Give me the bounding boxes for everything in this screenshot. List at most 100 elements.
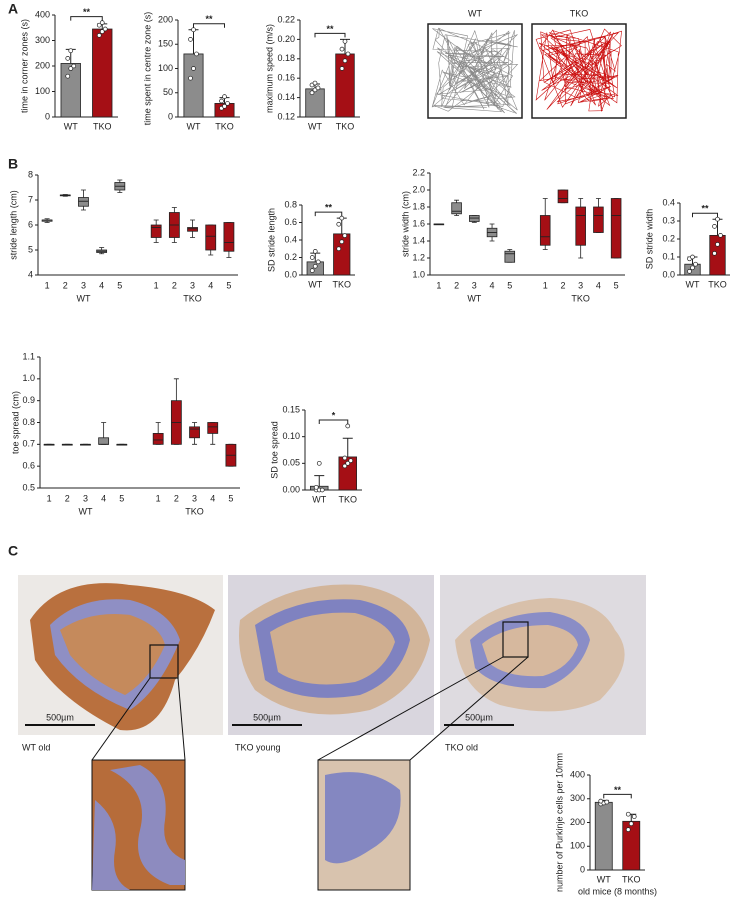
x-tick-label: TKO xyxy=(338,494,357,504)
y-tick-label: 300 xyxy=(35,35,50,45)
y-tick-label: 7 xyxy=(28,194,33,204)
zoom-line xyxy=(177,677,186,761)
data-point xyxy=(339,46,345,52)
bar xyxy=(335,53,355,118)
y-tick-label: 0.18 xyxy=(277,53,295,63)
y-axis-label: toe spread (cm) xyxy=(10,391,20,454)
group-label: WT xyxy=(76,293,90,303)
y-tick-label: 0.2 xyxy=(284,252,297,262)
scale-bar-label: 500µm xyxy=(46,712,74,722)
track xyxy=(431,27,519,114)
data-point xyxy=(715,216,720,222)
data-point xyxy=(222,103,227,109)
y-tick-label: 100 xyxy=(570,841,585,851)
data-point xyxy=(339,239,345,245)
y-tick-label: 2.0 xyxy=(412,184,425,194)
data-point xyxy=(712,251,717,256)
tracking-label: TKO xyxy=(570,8,589,18)
significance-bracket xyxy=(314,211,343,217)
data-point xyxy=(631,814,637,819)
panel-label: B xyxy=(8,156,18,172)
y-tick-label: 0.0 xyxy=(284,269,297,279)
data-point xyxy=(715,242,720,247)
y-axis-label: time in corner zones (s) xyxy=(19,19,29,113)
box xyxy=(575,206,586,246)
data-point xyxy=(191,27,196,33)
zoom-image xyxy=(317,759,411,891)
x-tick-label: 1 xyxy=(47,493,52,503)
x-tick-label: WT xyxy=(64,121,78,131)
data-point xyxy=(312,80,318,86)
box xyxy=(189,426,200,439)
data-point xyxy=(598,798,604,804)
y-tick-label: 1.0 xyxy=(412,269,425,279)
group-label: TKO xyxy=(571,293,590,303)
y-axis-label: stride length (cm) xyxy=(8,190,18,260)
x-tick-label: WT xyxy=(308,279,322,289)
box xyxy=(223,222,235,252)
y-tick-label: 150 xyxy=(158,39,173,49)
significance: ** xyxy=(614,785,622,795)
x-tick-label: TKO xyxy=(336,121,355,131)
significance: ** xyxy=(701,204,709,214)
x-tick-label: 2 xyxy=(172,280,177,290)
x-tick-label: 5 xyxy=(226,280,231,290)
tracking-path xyxy=(535,28,622,112)
x-tick-label: 4 xyxy=(490,280,495,290)
data-point xyxy=(191,66,196,71)
x-tick-label: 4 xyxy=(210,493,215,503)
y-tick-label: 400 xyxy=(35,9,50,19)
x-tick-label: 3 xyxy=(190,280,195,290)
box xyxy=(610,198,622,259)
data-point xyxy=(96,22,102,28)
group-label: WT xyxy=(78,506,92,516)
box xyxy=(451,202,462,215)
x-tick-label: 5 xyxy=(117,280,122,290)
data-point xyxy=(194,51,199,57)
y-tick-label: 0 xyxy=(168,111,173,121)
box xyxy=(98,437,110,445)
significance-bracket xyxy=(318,419,349,424)
x-tick-label: 5 xyxy=(614,280,619,290)
group-label: TKO xyxy=(185,506,204,516)
significance-bracket xyxy=(193,23,225,28)
box xyxy=(539,215,551,246)
y-tick-label: 1.2 xyxy=(412,252,425,262)
data-point xyxy=(65,73,71,79)
y-tick-label: 0.12 xyxy=(277,111,295,121)
bar xyxy=(622,820,641,871)
panel-label: A xyxy=(8,1,18,17)
box xyxy=(504,250,516,263)
y-tick-label: 400 xyxy=(570,769,585,779)
data-point xyxy=(309,255,315,260)
data-point xyxy=(99,20,105,25)
significance-bracket xyxy=(692,212,718,218)
significance: ** xyxy=(83,7,91,17)
scale-bar-label: 500µm xyxy=(465,712,493,722)
data-point xyxy=(316,460,322,466)
data-point xyxy=(313,484,319,490)
image-label: WT old xyxy=(22,742,50,752)
y-tick-label: 0.6 xyxy=(22,461,35,471)
panel-label: C xyxy=(8,543,18,559)
data-point xyxy=(312,263,318,269)
x-tick-label: 2 xyxy=(560,280,565,290)
data-point xyxy=(348,458,354,464)
y-tick-label: 50 xyxy=(163,87,173,97)
group-label: WT xyxy=(467,293,481,303)
y-tick-label: 0.2 xyxy=(662,233,675,243)
y-tick-label: 0.20 xyxy=(277,34,295,44)
zoom-line xyxy=(409,656,529,761)
data-point xyxy=(336,246,342,252)
bar xyxy=(92,28,113,118)
data-point xyxy=(315,259,321,265)
data-point xyxy=(342,233,348,238)
box xyxy=(152,433,164,445)
bar xyxy=(594,801,613,871)
data-point xyxy=(339,66,345,71)
box xyxy=(207,422,219,434)
scale-bar-label: 500µm xyxy=(253,712,281,722)
x-tick-label: TKO xyxy=(215,121,234,131)
data-point xyxy=(625,811,631,817)
y-axis-label: stride width (cm) xyxy=(400,191,410,257)
